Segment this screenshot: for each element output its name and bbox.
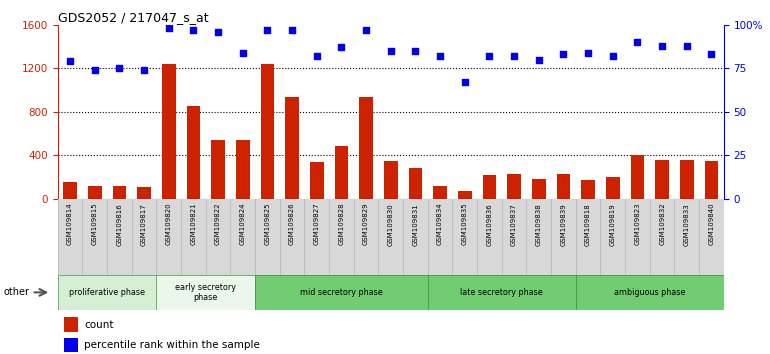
Text: GSM109836: GSM109836 — [487, 203, 493, 246]
Bar — [65, 317, 78, 332]
Bar — [63, 182, 77, 199]
Point — [212, 29, 224, 35]
Text: ambiguous phase: ambiguous phase — [614, 288, 685, 297]
Text: GSM109819: GSM109819 — [610, 203, 616, 246]
Text: GSM109820: GSM109820 — [166, 203, 172, 245]
Bar — [88, 187, 102, 199]
Text: count: count — [85, 320, 114, 330]
Bar — [576, 275, 724, 310]
Text: GSM109833: GSM109833 — [684, 203, 690, 246]
Point — [261, 27, 273, 33]
Point — [64, 58, 76, 64]
Bar — [428, 275, 576, 310]
Text: GSM109817: GSM109817 — [141, 203, 147, 246]
Bar — [458, 191, 471, 199]
Point — [162, 25, 175, 31]
Bar — [606, 177, 620, 199]
Bar — [655, 160, 669, 199]
Point — [582, 50, 594, 56]
Bar — [286, 97, 299, 199]
Bar — [409, 168, 422, 199]
Text: percentile rank within the sample: percentile rank within the sample — [85, 340, 260, 350]
Text: GSM109821: GSM109821 — [190, 203, 196, 245]
Point — [434, 53, 447, 59]
Bar — [384, 161, 397, 199]
Text: GSM109816: GSM109816 — [116, 203, 122, 246]
Text: GSM109837: GSM109837 — [511, 203, 517, 246]
Point — [533, 57, 545, 62]
Text: GSM109838: GSM109838 — [536, 203, 542, 246]
Point — [459, 79, 471, 85]
Bar — [483, 175, 496, 199]
Bar — [236, 140, 249, 199]
Bar — [261, 64, 274, 199]
Text: GSM109829: GSM109829 — [363, 203, 369, 245]
Text: GSM109814: GSM109814 — [67, 203, 73, 245]
Text: GSM109823: GSM109823 — [634, 203, 641, 245]
Bar — [360, 97, 373, 199]
Bar — [434, 186, 447, 199]
Text: GSM109822: GSM109822 — [215, 203, 221, 245]
Text: GSM109826: GSM109826 — [289, 203, 295, 245]
Point — [410, 48, 422, 54]
Bar — [581, 180, 595, 199]
Bar — [156, 275, 255, 310]
Bar — [186, 106, 200, 199]
Point — [286, 27, 298, 33]
Point — [557, 52, 570, 57]
Point — [484, 53, 496, 59]
Text: GSM109835: GSM109835 — [462, 203, 468, 245]
Bar — [137, 187, 151, 199]
Text: GSM109830: GSM109830 — [388, 203, 393, 246]
Text: other: other — [4, 287, 30, 297]
Text: GSM109840: GSM109840 — [708, 203, 715, 245]
Point — [89, 67, 101, 73]
Text: GSM109824: GSM109824 — [239, 203, 246, 245]
Text: GDS2052 / 217047_s_at: GDS2052 / 217047_s_at — [58, 11, 209, 24]
Text: late secretory phase: late secretory phase — [460, 288, 543, 297]
Bar — [58, 275, 156, 310]
Text: GSM109818: GSM109818 — [585, 203, 591, 246]
Bar — [65, 338, 78, 352]
Bar — [335, 145, 348, 199]
Bar — [162, 64, 176, 199]
Text: mid secretory phase: mid secretory phase — [300, 288, 383, 297]
Text: GSM109831: GSM109831 — [413, 203, 418, 246]
Point — [113, 65, 126, 71]
Point — [607, 53, 619, 59]
Bar — [112, 187, 126, 199]
Text: proliferative phase: proliferative phase — [69, 288, 145, 297]
Text: GSM109827: GSM109827 — [313, 203, 320, 245]
Point — [384, 48, 397, 54]
Text: early secretory
phase: early secretory phase — [176, 283, 236, 302]
Bar — [310, 162, 323, 199]
Point — [138, 67, 150, 73]
Bar — [680, 160, 694, 199]
Bar — [532, 179, 546, 199]
Point — [187, 27, 199, 33]
Text: GSM109828: GSM109828 — [339, 203, 344, 245]
Bar — [211, 140, 225, 199]
Text: GSM109839: GSM109839 — [561, 203, 567, 246]
Point — [631, 39, 644, 45]
Point — [705, 52, 718, 57]
Bar — [705, 161, 718, 199]
Text: GSM109834: GSM109834 — [437, 203, 443, 245]
Point — [681, 43, 693, 48]
Text: GSM109815: GSM109815 — [92, 203, 98, 245]
Bar — [507, 175, 521, 199]
Bar — [631, 155, 644, 199]
Point — [236, 50, 249, 56]
Text: GSM109832: GSM109832 — [659, 203, 665, 245]
Point — [310, 53, 323, 59]
Bar — [255, 275, 428, 310]
Point — [335, 45, 347, 50]
Point — [508, 53, 521, 59]
Bar — [557, 175, 571, 199]
Point — [360, 27, 372, 33]
Point — [656, 43, 668, 48]
Text: GSM109825: GSM109825 — [264, 203, 270, 245]
